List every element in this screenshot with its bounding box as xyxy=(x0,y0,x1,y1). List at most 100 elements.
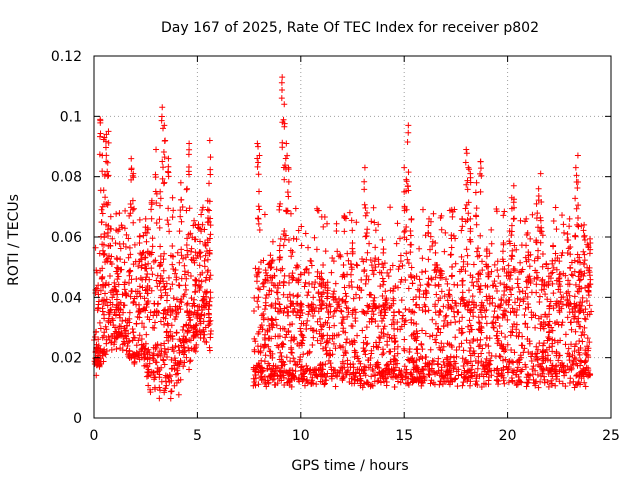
data-point xyxy=(475,270,482,277)
data-point xyxy=(545,273,552,280)
data-point xyxy=(525,379,532,386)
data-point xyxy=(543,261,550,268)
data-point xyxy=(372,372,379,379)
data-point xyxy=(268,274,275,281)
data-point xyxy=(309,342,316,349)
data-point xyxy=(174,360,181,367)
data-point xyxy=(567,251,574,258)
data-point xyxy=(178,252,185,259)
data-point xyxy=(281,236,288,243)
data-point xyxy=(102,144,109,151)
data-point xyxy=(538,199,545,206)
data-point xyxy=(429,243,436,250)
data-point xyxy=(432,371,439,378)
data-point xyxy=(522,305,529,312)
data-point xyxy=(460,373,467,380)
data-point xyxy=(464,252,471,259)
data-point xyxy=(419,307,426,314)
data-point xyxy=(158,342,165,349)
data-point xyxy=(158,378,165,385)
data-point xyxy=(196,303,203,310)
data-point xyxy=(108,346,115,353)
data-point xyxy=(161,138,168,145)
data-point xyxy=(187,357,194,364)
data-point xyxy=(114,302,121,309)
data-point xyxy=(113,346,120,353)
data-point xyxy=(207,289,214,296)
data-point xyxy=(198,228,205,235)
data-point xyxy=(552,204,559,211)
data-point xyxy=(466,166,473,173)
data-point xyxy=(141,355,148,362)
data-point xyxy=(328,375,335,382)
data-point xyxy=(301,283,308,290)
data-point xyxy=(384,331,391,338)
data-point xyxy=(473,205,480,212)
data-point xyxy=(504,366,511,373)
data-point xyxy=(119,224,126,231)
data-point xyxy=(184,329,191,336)
data-point xyxy=(439,381,446,388)
data-point xyxy=(459,289,466,296)
data-point xyxy=(149,271,156,278)
data-point xyxy=(401,363,408,370)
data-point xyxy=(480,373,487,380)
data-point xyxy=(379,346,386,353)
data-point xyxy=(508,232,515,239)
data-point xyxy=(379,260,386,267)
data-point xyxy=(255,294,262,301)
data-point xyxy=(202,241,209,248)
data-point xyxy=(497,353,504,360)
data-point xyxy=(501,281,508,288)
data-point xyxy=(206,180,213,187)
data-point xyxy=(207,327,214,334)
data-point xyxy=(521,311,528,318)
data-point xyxy=(204,237,211,244)
data-point xyxy=(460,297,467,304)
data-point xyxy=(279,74,286,81)
data-point xyxy=(553,266,560,273)
data-point xyxy=(498,330,505,337)
data-point xyxy=(514,295,521,302)
data-point xyxy=(164,353,171,360)
data-point xyxy=(500,344,507,351)
data-point xyxy=(207,222,214,229)
data-point xyxy=(580,227,587,234)
data-point xyxy=(117,306,124,313)
data-point xyxy=(458,340,465,347)
data-point xyxy=(254,298,261,305)
data-point xyxy=(282,334,289,341)
data-point xyxy=(361,164,368,171)
data-point xyxy=(206,276,213,283)
data-point xyxy=(183,354,190,361)
data-point xyxy=(266,362,273,369)
data-point xyxy=(573,205,580,212)
data-point xyxy=(206,298,213,305)
data-point xyxy=(148,206,155,213)
data-point xyxy=(151,319,158,326)
data-point xyxy=(116,240,123,247)
data-point xyxy=(539,276,546,283)
data-point xyxy=(463,181,470,188)
data-point xyxy=(108,306,115,313)
data-point xyxy=(299,340,306,347)
data-point xyxy=(559,319,566,326)
data-point xyxy=(460,258,467,265)
data-point xyxy=(267,366,274,373)
data-point xyxy=(449,263,456,270)
data-point xyxy=(280,372,287,379)
data-point xyxy=(154,368,161,375)
data-point xyxy=(454,309,461,316)
data-point xyxy=(387,287,394,294)
data-point xyxy=(494,365,501,372)
data-point xyxy=(307,325,314,332)
data-point xyxy=(255,171,262,178)
data-point xyxy=(293,236,300,243)
data-point xyxy=(95,282,102,289)
data-point xyxy=(298,363,305,370)
data-point xyxy=(543,346,550,353)
data-point xyxy=(294,293,301,300)
data-point xyxy=(454,383,461,390)
data-point xyxy=(194,307,201,314)
data-point xyxy=(434,325,441,332)
